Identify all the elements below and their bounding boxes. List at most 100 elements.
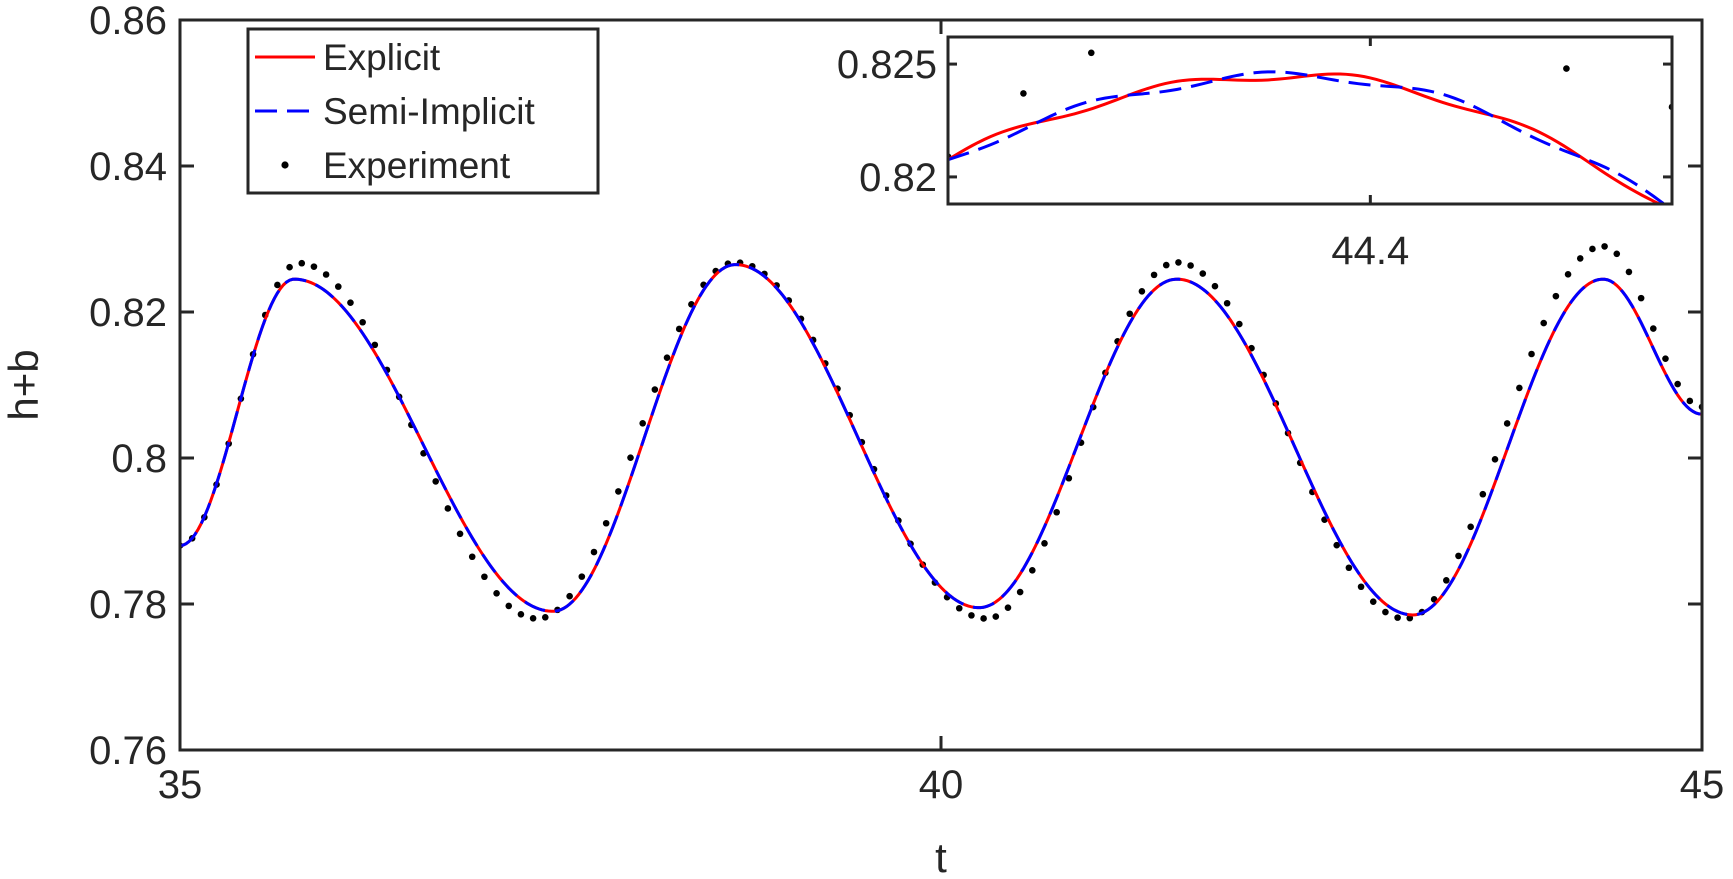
experiment-point xyxy=(1138,288,1146,295)
experiment-point xyxy=(1126,310,1134,318)
x-tick-label: 40 xyxy=(919,763,964,807)
y-tick-label: 0.82 xyxy=(89,291,167,335)
inset-semi-implicit-line xyxy=(948,70,1667,204)
experiment-point xyxy=(1211,282,1219,290)
series-explicit-line xyxy=(180,263,1702,617)
inset-series-group xyxy=(948,49,1672,204)
experiment-point xyxy=(1540,319,1548,327)
experiment-point xyxy=(675,325,683,333)
legend-label-semi-implicit: Semi-Implicit xyxy=(323,91,535,132)
y-tick-label: 0.76 xyxy=(89,729,167,773)
experiment-point xyxy=(1029,567,1036,574)
experiment-point xyxy=(322,271,330,278)
experiment-point xyxy=(298,259,306,267)
experiment-point xyxy=(1455,552,1462,560)
experiment-point xyxy=(1503,420,1511,427)
inset-experiment-point xyxy=(1020,90,1027,97)
experiment-point xyxy=(1576,255,1584,262)
experiment-point xyxy=(615,488,622,495)
experiment-point xyxy=(1357,583,1365,591)
experiment-point xyxy=(517,611,525,618)
experiment-point xyxy=(980,615,987,622)
experiment-point xyxy=(1686,397,1694,405)
experiment-point xyxy=(310,263,318,270)
experiment-point xyxy=(505,602,513,610)
experiment-point xyxy=(1236,320,1243,328)
experiment-point xyxy=(1369,598,1377,605)
experiment-point xyxy=(1333,541,1341,549)
inset-x-tick-labels: 44.4 xyxy=(1331,229,1409,273)
legend-label-experiment: Experiment xyxy=(323,145,511,186)
experiment-point xyxy=(1528,350,1535,358)
experiment-point xyxy=(1199,270,1207,277)
experiment-point xyxy=(566,592,573,600)
x-tick-label: 45 xyxy=(1680,763,1725,807)
experiment-point xyxy=(627,454,634,461)
experiment-point xyxy=(578,573,586,580)
inset-y-tick-label: 0.82 xyxy=(859,156,937,200)
experiment-point xyxy=(529,614,537,622)
legend-label-explicit: Explicit xyxy=(323,37,441,78)
experiment-point xyxy=(1041,540,1048,547)
experiment-point xyxy=(1053,508,1060,516)
experiment-point xyxy=(1564,271,1572,278)
y-tick-label: 0.84 xyxy=(89,145,167,189)
experiment-point xyxy=(432,478,440,485)
inset-y-tick-label: 0.825 xyxy=(837,43,937,87)
series-experiment xyxy=(180,243,1702,622)
experiment-point xyxy=(456,530,464,538)
experiment-point xyxy=(639,419,646,427)
experiment-point xyxy=(1162,261,1170,269)
experiment-point xyxy=(1650,325,1657,332)
experiment-point xyxy=(286,263,293,271)
experiment-point xyxy=(1613,250,1621,258)
experiment-point xyxy=(347,299,354,306)
experiment-point xyxy=(1004,604,1012,611)
experiment-point xyxy=(1223,299,1231,307)
experiment-point xyxy=(1345,564,1353,572)
y-tick-label: 0.8 xyxy=(111,437,167,481)
y-tick-label: 0.78 xyxy=(89,583,167,627)
experiment-point xyxy=(481,573,488,581)
experiment-point xyxy=(1016,588,1024,596)
experiment-point xyxy=(334,283,342,290)
experiment-point xyxy=(1601,243,1608,250)
experiment-point xyxy=(992,613,1000,620)
experiment-point xyxy=(1150,271,1158,279)
experiment-point xyxy=(968,612,975,619)
x-tick-labels: 35 40 45 xyxy=(158,763,1725,807)
experiment-point xyxy=(1637,294,1645,302)
inset-explicit-line xyxy=(948,72,1663,204)
experiment-point xyxy=(493,589,500,597)
y-tick-label: 0.86 xyxy=(89,0,167,43)
main-series-group xyxy=(180,243,1702,622)
experiment-point xyxy=(651,386,659,393)
experiment-point xyxy=(541,614,549,621)
inset-experiment-point xyxy=(1563,65,1570,72)
experiment-point xyxy=(1467,523,1474,531)
experiment-point xyxy=(359,318,366,326)
inset-x-tick-label: 44.4 xyxy=(1331,229,1409,273)
experiment-point xyxy=(274,281,281,289)
x-axis-title: t xyxy=(935,834,947,879)
experiment-point xyxy=(1552,292,1560,300)
legend-swatch-experiment xyxy=(281,161,289,169)
y-axis-title: h+b xyxy=(0,349,47,420)
x-tick-label: 35 xyxy=(158,763,203,807)
experiment-point xyxy=(1175,259,1182,266)
experiment-point xyxy=(468,553,476,561)
experiment-point xyxy=(1589,245,1596,253)
inset-experiment-point xyxy=(1087,49,1095,57)
experiment-point xyxy=(1516,384,1523,392)
experiment-point xyxy=(1382,608,1389,616)
inset-frame xyxy=(946,35,1674,206)
experiment-point xyxy=(371,341,379,349)
plot-frame xyxy=(178,18,1704,752)
legend: Explicit Semi-Implicit Experiment xyxy=(246,27,600,195)
experiment-point xyxy=(1662,355,1669,362)
experiment-point xyxy=(663,354,671,362)
experiment-point xyxy=(1491,456,1499,463)
experiment-point xyxy=(1187,262,1194,269)
experiment-point xyxy=(602,519,610,527)
